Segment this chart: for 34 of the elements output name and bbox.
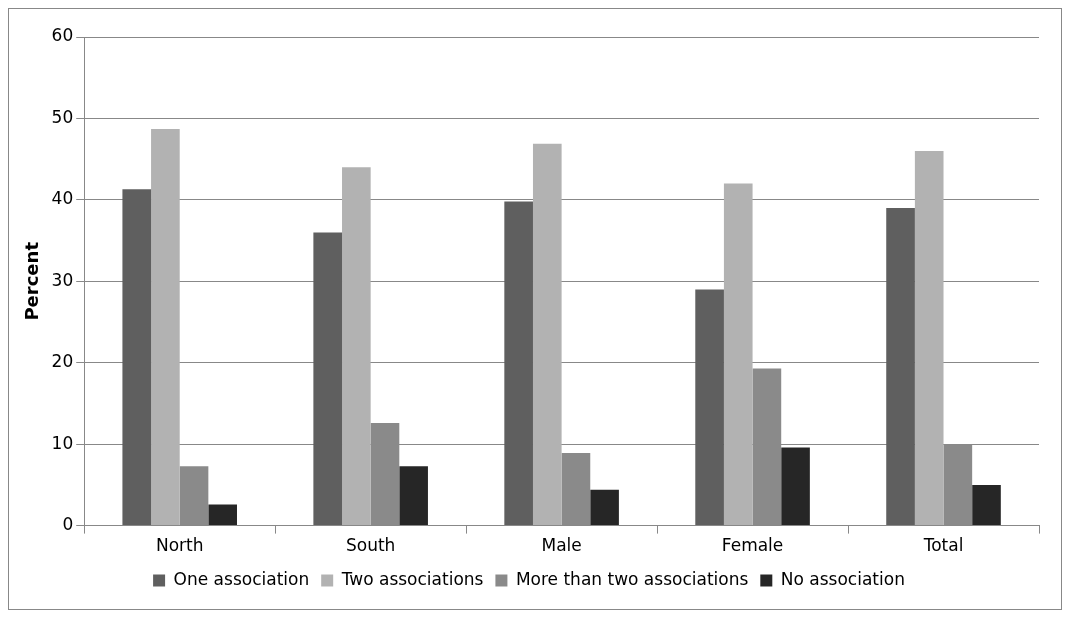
bar <box>561 453 591 526</box>
bar <box>532 143 562 526</box>
bar <box>179 466 209 526</box>
y-tick-label: 10 <box>51 432 74 453</box>
x-tick-label: South <box>345 535 396 556</box>
legend-label: More than two associations <box>515 568 749 589</box>
bar <box>122 189 152 526</box>
bar <box>342 167 371 526</box>
bar <box>313 232 343 526</box>
bar <box>781 447 810 526</box>
bar <box>886 208 915 526</box>
y-tick-label: 60 <box>51 25 74 46</box>
x-tick-label: North <box>155 535 204 556</box>
bar <box>151 129 180 526</box>
y-tick-label: 20 <box>51 351 74 372</box>
y-tick-label: 30 <box>51 269 74 290</box>
bar <box>914 151 944 526</box>
bar <box>590 489 619 526</box>
bar <box>504 201 533 526</box>
bar <box>208 504 237 526</box>
y-axis-title: Percent <box>21 241 43 321</box>
legend-label: One association <box>173 568 310 589</box>
legend-label: No association <box>780 568 905 589</box>
y-tick-label: 40 <box>51 188 74 209</box>
legend-label: Two associations <box>340 568 484 589</box>
y-tick-label: 50 <box>51 106 74 127</box>
bar <box>972 484 1001 526</box>
x-tick-label: Total <box>922 535 964 556</box>
bar <box>695 289 724 526</box>
x-tick-label: Female <box>721 535 784 556</box>
bar <box>399 466 428 526</box>
y-tick-label: 0 <box>62 514 74 535</box>
bar <box>723 183 753 526</box>
x-tick-label: Male <box>541 535 582 556</box>
